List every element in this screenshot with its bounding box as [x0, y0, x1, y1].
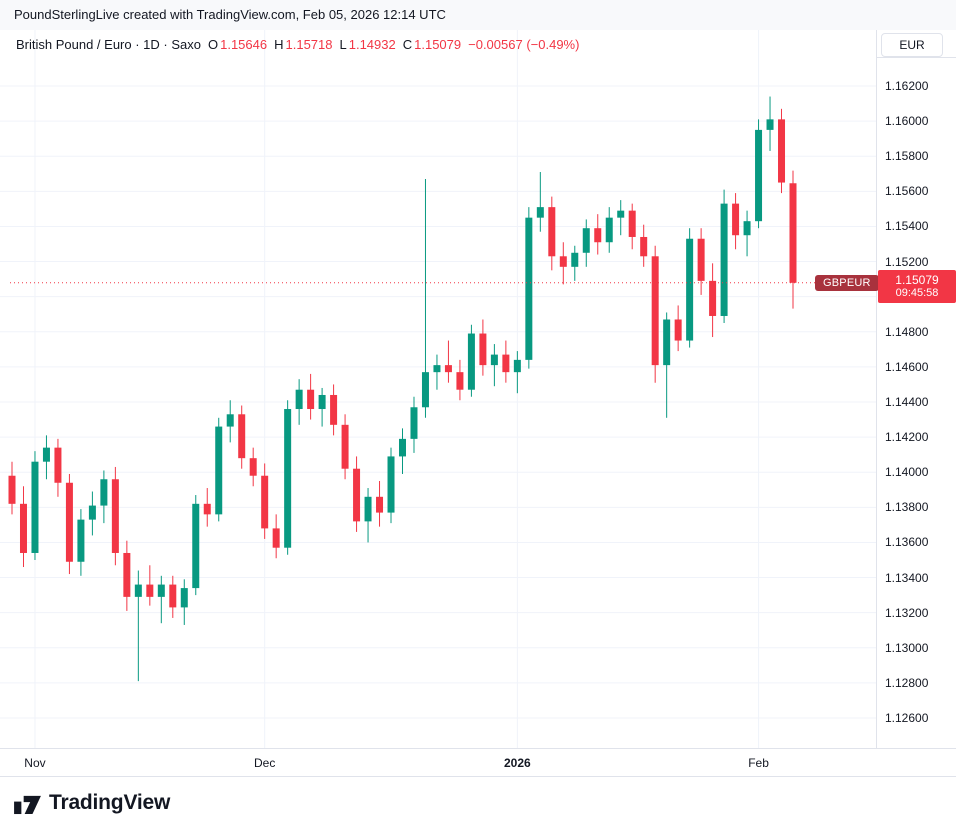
current-price-value: 1.15079	[895, 272, 939, 287]
axis-separator	[877, 57, 956, 58]
legend-high: H 1.15718	[274, 37, 332, 52]
price-axis-label: 1.12800	[885, 675, 929, 690]
price-axis-label: 1.14200	[885, 430, 929, 445]
high-value: 1.15718	[285, 37, 333, 52]
chart-legend[interactable]: British Pound / Euro · 1D · Saxo O 1.1564…	[16, 37, 579, 52]
low-label: L	[339, 37, 347, 52]
legend-close: C 1.15079	[403, 37, 461, 52]
current-price-tag: 1.15079 09:45:58	[878, 269, 956, 303]
price-axis-label: 1.13400	[885, 570, 929, 585]
chart-pane[interactable]: GBPEUR	[0, 30, 879, 748]
price-axis-label: 1.15600	[885, 184, 929, 199]
price-axis-label: 1.13800	[885, 500, 929, 515]
price-axis-label: 1.15400	[885, 219, 929, 234]
bar-countdown: 09:45:58	[895, 286, 939, 299]
legend-low: L 1.14932	[340, 37, 396, 52]
price-axis-label: 1.14600	[885, 359, 929, 374]
price-axis-label: 1.13000	[885, 640, 929, 655]
time-axis-label: Feb	[748, 756, 769, 770]
currency-toggle-button[interactable]: EUR	[881, 33, 943, 57]
open-label: O	[207, 37, 219, 52]
price-axis-label: 1.14400	[885, 395, 929, 409]
tradingview-logo-icon	[14, 795, 41, 814]
price-axis-label: 1.14800	[885, 324, 929, 339]
tradingview-wordmark: TradingView	[49, 791, 171, 814]
close-label: C	[402, 37, 413, 52]
price-axis-label: 1.14000	[885, 465, 929, 480]
current-price-symbol-badge: GBPEUR	[815, 274, 879, 291]
price-axis-label: 1.15200	[885, 254, 929, 269]
open-value: 1.15646	[220, 37, 268, 52]
change-value: −0.00567 (−0.49%)	[468, 37, 580, 52]
low-value: 1.14932	[348, 37, 396, 52]
tradingview-logo[interactable]: TradingView	[14, 791, 170, 815]
legend-open: O 1.15646	[208, 37, 267, 52]
high-label: H	[274, 37, 284, 52]
attribution-bar: PoundSterlingLive created with TradingVi…	[0, 0, 956, 30]
symbol-title[interactable]: British Pound / Euro · 1D · Saxo	[16, 37, 201, 52]
attribution-text: PoundSterlingLive created with TradingVi…	[14, 7, 446, 22]
price-axis-label: 1.13600	[885, 535, 929, 550]
price-axis[interactable]: EUR 1.15079 09:45:58 1.16200 1.16000 1.158…	[876, 30, 956, 777]
price-axis-label: 1.16000	[885, 114, 929, 129]
price-axis-label: 1.16200	[885, 79, 929, 93]
price-axis-label: 1.13200	[885, 605, 929, 620]
candlestick-chart[interactable]	[0, 30, 876, 748]
time-axis-label: Nov	[24, 756, 46, 770]
price-axis-label: 1.15800	[885, 149, 929, 164]
price-axis-label: 1.12600	[885, 711, 929, 725]
time-axis-label: 2026	[503, 756, 531, 770]
time-axis-label: Dec	[254, 756, 276, 770]
time-axis[interactable]: Nov Dec 2026 Feb	[0, 748, 956, 777]
close-value: 1.15079	[414, 37, 462, 52]
